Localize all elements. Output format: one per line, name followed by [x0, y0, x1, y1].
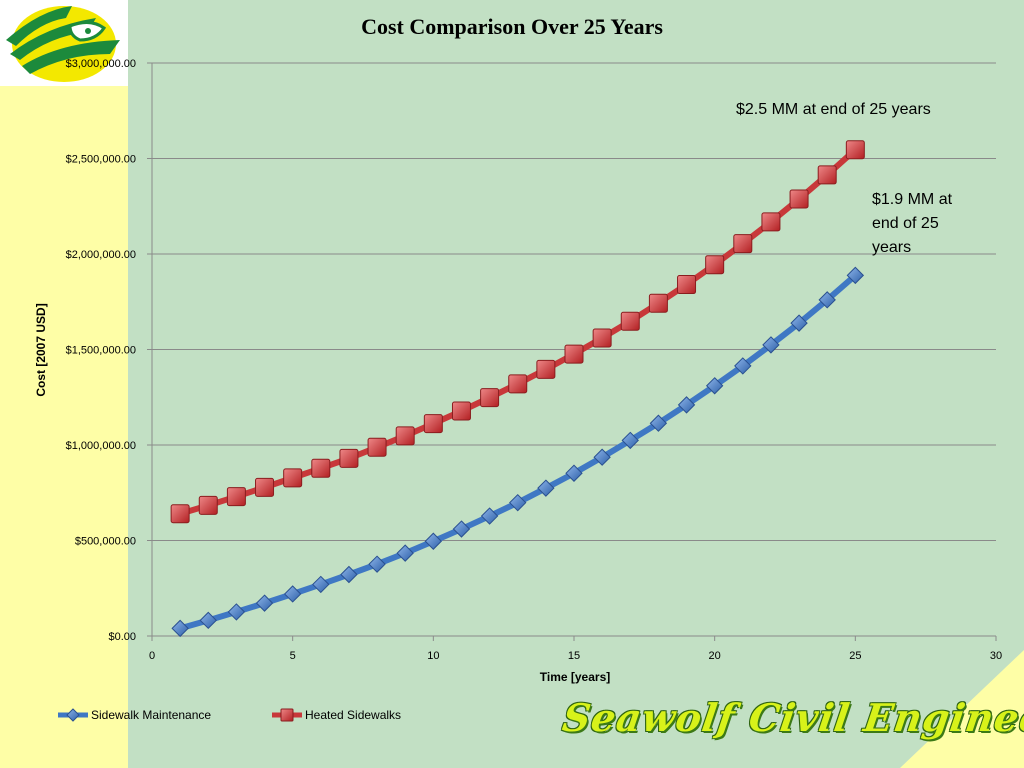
annotation-maintenance-line-1: $1.9 MM at	[872, 191, 953, 208]
data-point-heated-sidewalks	[536, 359, 556, 379]
y-tick-labels: $0.00 $500,000.00 $1,000,000.00 $1,500,000.…	[66, 58, 136, 643]
data-point-sidewalk-maintenance	[312, 575, 330, 594]
x-axis-label: Time [years]	[540, 670, 610, 684]
data-point-sidewalk-maintenance	[846, 266, 865, 285]
data-point-heated-sidewalks	[677, 275, 697, 295]
data-point-sidewalk-maintenance	[283, 585, 302, 603]
legend-marker-heated-sidewalks	[280, 708, 294, 722]
data-point-heated-sidewalks	[283, 468, 303, 488]
data-point-heated-sidewalks	[592, 328, 612, 348]
data-point-sidewalk-maintenance	[255, 594, 274, 612]
data-point-sidewalk-maintenance	[705, 377, 724, 395]
logo-stripe-1	[6, 6, 72, 46]
brand-wordmark: Seawolf Civil Engineering '08	[559, 695, 1024, 740]
data-point-heated-sidewalks	[564, 344, 584, 364]
data-point-sidewalk-maintenance	[790, 314, 808, 332]
data-point-sidewalk-maintenance	[593, 448, 611, 466]
data-point-heated-sidewalks	[423, 414, 443, 434]
x-tick-label: 0	[149, 650, 155, 662]
data-point-sidewalk-maintenance	[677, 396, 696, 414]
x-tick-labels: 0 5 10 15 20 25 30	[149, 650, 1002, 662]
chart-panel	[128, 0, 1024, 768]
data-point-heated-sidewalks	[311, 458, 331, 478]
legend-label-heated-sidewalks: Heated Sidewalks	[305, 708, 401, 722]
legend: Sidewalk Maintenance Heated Sidewalks	[58, 708, 401, 722]
data-point-sidewalk-maintenance	[480, 507, 499, 525]
data-point-sidewalk-maintenance	[396, 544, 414, 562]
data-point-sidewalk-maintenance	[762, 336, 780, 354]
data-point-sidewalk-maintenance	[368, 555, 386, 573]
data-point-sidewalk-maintenance	[171, 619, 189, 638]
legend-label-sidewalk-maintenance: Sidewalk Maintenance	[91, 708, 211, 722]
annotation-maintenance: $1.9 MM at end of 25 years	[872, 191, 956, 256]
x-tick-label: 10	[427, 650, 439, 662]
data-point-sidewalk-maintenance	[734, 357, 752, 375]
axes	[147, 62, 997, 641]
seawolf-logo-icon	[6, 6, 120, 82]
x-tick-label: 15	[568, 650, 580, 662]
series-line-sidewalk-maintenance	[179, 273, 858, 632]
y-tick-label: $1,000,000.00	[66, 440, 136, 452]
data-point-heated-sidewalks	[845, 140, 865, 160]
data-point-heated-sidewalks	[198, 495, 218, 515]
data-point-sidewalk-maintenance	[509, 493, 527, 512]
data-point-heated-sidewalks	[395, 426, 415, 446]
data-point-sidewalk-maintenance	[649, 414, 668, 432]
data-point-heated-sidewalks	[648, 293, 668, 313]
data-point-heated-sidewalks	[733, 234, 753, 254]
x-tick-label: 5	[290, 650, 296, 662]
series-line-heated-sidewalks	[179, 147, 858, 517]
data-point-sidewalk-maintenance	[424, 532, 443, 550]
chart-title: Cost Comparison Over 25 Years	[361, 14, 663, 39]
data-point-heated-sidewalks	[620, 311, 640, 331]
y-tick-label: $3,000,000.00	[66, 58, 136, 70]
data-point-heated-sidewalks	[789, 189, 809, 209]
logo-stripe-3	[22, 40, 120, 74]
data-point-heated-sidewalks	[226, 487, 246, 507]
data-point-heated-sidewalks	[705, 255, 725, 275]
logo-wolf-eye	[85, 28, 91, 34]
data-point-sidewalk-maintenance	[340, 565, 358, 584]
data-point-heated-sidewalks	[339, 448, 359, 468]
data-point-heated-sidewalks	[367, 437, 387, 457]
y-tick-label: $2,000,000.00	[66, 249, 136, 261]
annotation-heated: $2.5 MM at end of 25 years	[736, 101, 931, 118]
x-tick-label: 20	[709, 650, 721, 662]
data-point-sidewalk-maintenance	[565, 464, 583, 482]
x-tick-label: 30	[990, 650, 1002, 662]
annotation-maintenance-line-3: years	[872, 239, 911, 256]
series-sidewalk-maintenance	[171, 266, 865, 638]
y-tick-label: $2,500,000.00	[66, 154, 136, 166]
data-point-heated-sidewalks	[761, 212, 781, 232]
data-point-heated-sidewalks	[817, 165, 837, 185]
data-point-sidewalk-maintenance	[199, 611, 217, 630]
data-point-sidewalk-maintenance	[452, 520, 471, 538]
y-tick-label: $1,500,000.00	[66, 345, 136, 357]
y-tick-label: $0.00	[108, 631, 136, 643]
data-point-heated-sidewalks	[451, 401, 471, 421]
y-axis-label: Cost [2007 USD]	[34, 303, 48, 396]
y-tick-label: $500,000.00	[75, 536, 136, 548]
annotation-maintenance-line-2: end of 25	[872, 215, 939, 232]
data-point-sidewalk-maintenance	[621, 431, 639, 450]
series-layer	[170, 140, 865, 638]
series-heated-sidewalks	[170, 140, 865, 524]
data-point-heated-sidewalks	[255, 477, 275, 497]
data-point-heated-sidewalks	[170, 504, 190, 524]
logo-area	[0, 0, 128, 86]
data-point-heated-sidewalks	[508, 374, 528, 394]
data-point-sidewalk-maintenance	[818, 291, 836, 309]
x-tick-label: 25	[849, 650, 861, 662]
legend-marker-sidewalk-maintenance	[66, 708, 80, 722]
data-point-sidewalk-maintenance	[227, 603, 246, 621]
data-point-heated-sidewalks	[480, 388, 500, 408]
corner-triangle	[900, 650, 1024, 768]
data-point-sidewalk-maintenance	[537, 479, 555, 497]
